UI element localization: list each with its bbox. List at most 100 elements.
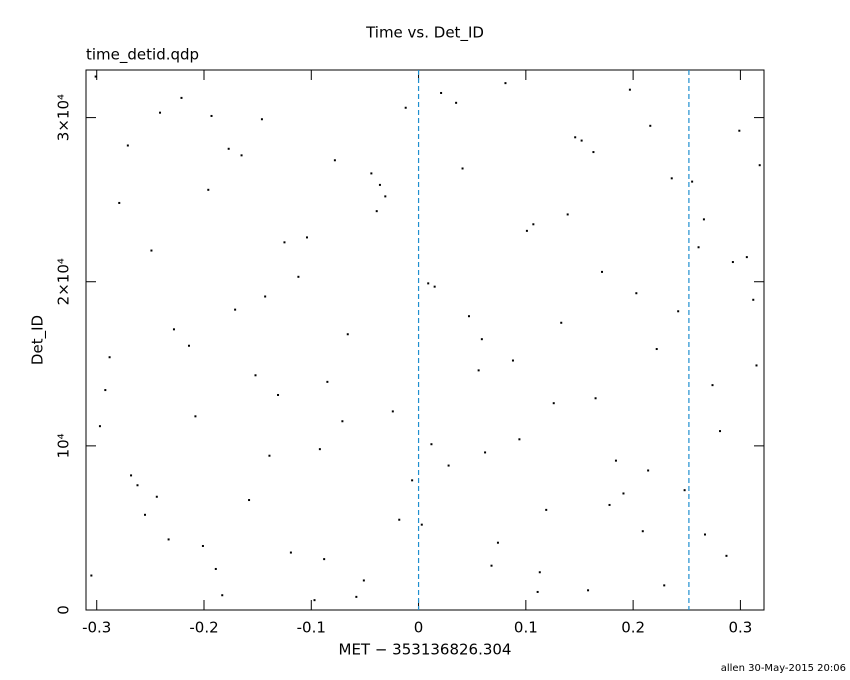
point <box>277 393 280 396</box>
point <box>187 344 190 347</box>
x-tick-label: 0.3 <box>728 619 752 637</box>
point <box>214 567 217 570</box>
x-tick-label: 0.1 <box>514 619 538 637</box>
point <box>305 236 308 239</box>
point <box>752 298 755 301</box>
y-tick-label: 3×10⁴ <box>55 94 73 141</box>
point <box>108 356 111 359</box>
y-tick-label: 0 <box>55 605 73 615</box>
point <box>525 229 528 232</box>
point <box>362 579 365 582</box>
point <box>440 91 443 94</box>
point <box>136 484 139 487</box>
point <box>333 159 336 162</box>
point <box>326 380 329 383</box>
point <box>254 374 257 377</box>
point <box>649 124 652 127</box>
point <box>144 513 147 516</box>
y-tick-label: 10⁴ <box>55 433 73 458</box>
point <box>167 538 170 541</box>
point <box>566 213 569 216</box>
point <box>725 554 728 557</box>
point <box>201 544 204 547</box>
chart-subtitle: time_detid.qdp <box>86 46 199 65</box>
point <box>378 183 381 186</box>
point <box>538 571 541 574</box>
point <box>574 136 577 139</box>
point <box>172 328 175 331</box>
point <box>719 430 722 433</box>
point <box>755 364 758 367</box>
point <box>207 188 210 191</box>
point <box>490 564 493 567</box>
point <box>346 333 349 336</box>
point <box>283 241 286 244</box>
point <box>313 599 316 602</box>
point <box>268 454 271 457</box>
point <box>180 96 183 99</box>
point <box>155 495 158 498</box>
point <box>608 503 611 506</box>
chart-title: Time vs. Det_ID <box>365 24 484 43</box>
point <box>221 594 224 597</box>
point <box>94 75 97 78</box>
point <box>240 154 243 157</box>
point <box>427 282 430 285</box>
point <box>677 310 680 313</box>
point <box>370 172 373 175</box>
point <box>150 249 153 252</box>
point <box>477 369 480 372</box>
point <box>601 270 604 273</box>
point <box>622 492 625 495</box>
point <box>210 114 213 117</box>
point <box>614 459 617 462</box>
point <box>404 106 407 109</box>
point <box>323 558 326 561</box>
point <box>411 479 414 482</box>
point <box>398 518 401 521</box>
y-tick-label: 2×10⁴ <box>55 258 73 305</box>
point <box>587 589 590 592</box>
point <box>104 389 107 392</box>
point <box>461 167 464 170</box>
point <box>159 111 162 114</box>
point <box>536 590 539 593</box>
point <box>552 402 555 405</box>
x-tick-label: 0.2 <box>621 619 645 637</box>
point <box>504 82 507 85</box>
point <box>628 88 631 91</box>
point <box>264 295 267 298</box>
point <box>341 420 344 423</box>
x-tick-label: -0.1 <box>297 619 326 637</box>
point <box>480 338 483 341</box>
footer: allen 30-May-2015 20:06 <box>721 663 846 674</box>
point <box>227 147 230 150</box>
x-tick-label: 0 <box>414 619 424 637</box>
point <box>560 321 563 324</box>
point <box>391 410 394 413</box>
point <box>433 285 436 288</box>
point <box>711 384 714 387</box>
x-tick-label: -0.3 <box>82 619 111 637</box>
point <box>384 195 387 198</box>
point <box>98 425 101 428</box>
point <box>545 508 548 511</box>
point <box>518 438 521 441</box>
point <box>430 443 433 446</box>
point <box>532 223 535 226</box>
point <box>467 315 470 318</box>
point <box>697 246 700 249</box>
point <box>118 201 121 204</box>
point <box>731 261 734 264</box>
point <box>758 164 761 167</box>
point <box>647 469 650 472</box>
point <box>580 139 583 142</box>
x-axis-label: MET − 353136826.304 <box>339 641 512 659</box>
point <box>130 474 133 477</box>
point <box>90 574 93 577</box>
point <box>641 530 644 533</box>
plot-frame <box>85 69 765 611</box>
point <box>260 118 263 121</box>
